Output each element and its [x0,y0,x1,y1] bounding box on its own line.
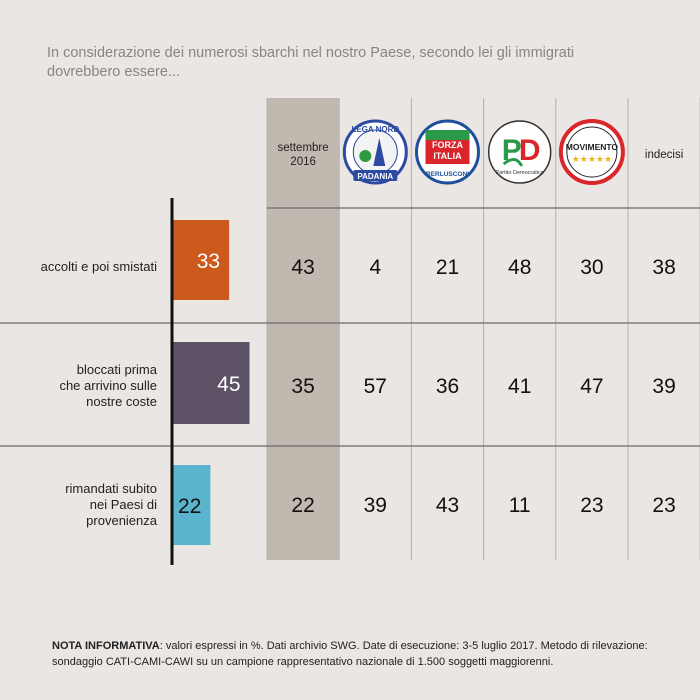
table-cell-value: 35 [291,375,314,398]
pd-logo-subtext: Partito Democratico [496,170,544,176]
bar [173,465,211,545]
lega-logo-subtext: PADANIA [357,172,393,181]
forza-logo-text: FORZA [432,140,463,150]
bar [173,342,250,424]
column-header-settembre: settembre [278,142,329,154]
table-cell-value: 43 [291,256,314,279]
category-label: nei Paesi di [90,497,157,512]
pd-branch-icon [502,158,524,167]
lega-warrior-icon [373,138,386,166]
lega-inner [352,129,398,175]
table-cell-value: 4 [369,256,381,279]
forza-logo-subtext: BERLUSCONI [426,171,469,178]
m5s-stars-icon: ★★★★★ [572,154,612,164]
table-cell-value: 23 [652,494,675,517]
column-header-settembre: 2016 [290,156,316,168]
category-label: che arrivino sulle [59,378,157,393]
lega-nord-logo: LEGA NORD PADANIA [342,119,408,185]
forza-logo-text-2: ITALIA [433,151,462,161]
table-cell-value: 22 [291,494,314,517]
m5s-inner [566,126,618,178]
table-cell-value: 23 [580,494,603,517]
footnote-text: : valori espressi in %. Dati archivio SW… [52,640,648,668]
column-header-indecisi: indecisi [645,149,683,161]
category-label: rimandati subito [65,481,157,496]
footnote-label: NOTA INFORMATIVA [52,640,160,652]
table-cell-value: 39 [364,494,387,517]
table-cell-value: 43 [436,494,459,517]
lega-sun-icon [359,150,372,162]
table-cell-value: 30 [580,256,603,279]
bar-value-label: 45 [217,373,240,396]
table-cell-value: 47 [580,375,603,398]
table-cell-value: 38 [652,256,675,279]
pd-ring [487,120,552,184]
category-label: accolti e poi smistati [41,259,157,274]
forza-flag-green [425,130,470,140]
category-label: bloccati prima [77,362,158,377]
table-cell-value: 36 [436,375,459,398]
highlight-column [267,98,340,560]
category-label: provenienza [86,513,158,528]
m5s-logo-text: MOVIMENTO [566,142,619,152]
lega-banner [353,170,398,181]
category-label: nostre coste [86,394,157,409]
pd-letter-d: D [519,134,541,167]
bar [173,220,230,300]
table-cell-value: 11 [509,494,531,517]
lega-logo-text: LEGA NORD [351,125,399,134]
table-cell-value: 41 [508,375,531,398]
table-cell-value: 57 [364,375,387,398]
bar-value-label: 22 [178,495,201,518]
bar-value-label: 33 [197,250,220,273]
table-cell-value: 48 [508,256,531,279]
survey-question: In considerazione dei numerosi sbarchi n… [47,45,575,80]
table-cell-value: 39 [652,375,675,398]
footnote: NOTA INFORMATIVA: valori espressi in %. … [52,638,662,670]
movimento-5-stelle-logo: MOVIMENTO ★★★★★ [558,119,625,185]
table-cell-value: 21 [436,256,459,279]
